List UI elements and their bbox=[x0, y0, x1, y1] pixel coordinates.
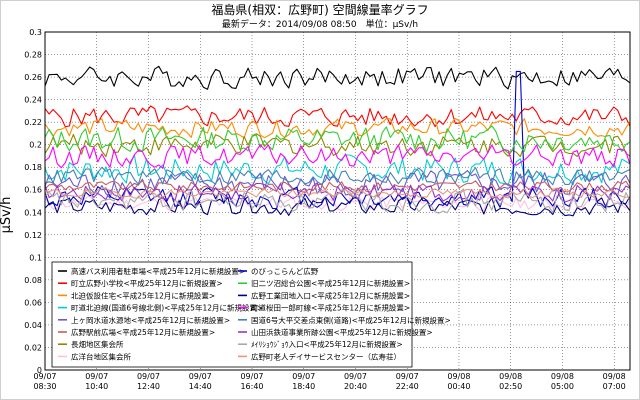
y-tick-label: 0.04 bbox=[24, 321, 42, 330]
x-tick-time: 20:40 bbox=[344, 382, 367, 391]
y-tick-label: 0.02 bbox=[24, 343, 42, 352]
legend-label: 高速バス利用者駐車場<平成25年12月に新規設置> bbox=[71, 266, 245, 276]
x-tick-time: 16:40 bbox=[240, 382, 263, 391]
x-tick-date: 09/07 bbox=[344, 372, 367, 381]
x-tick-date: 09/07 bbox=[33, 372, 56, 381]
chart-title: 福島県(相双：広野町) 空間線量率グラフ bbox=[211, 2, 428, 17]
legend-label: 旧二ツ沼総合公園<平成25年12月に新規設置> bbox=[251, 278, 410, 288]
series-line bbox=[44, 195, 631, 212]
chart-subtitle: 最新データ：2014/09/08 08:50 単位：μSv/h bbox=[222, 18, 418, 30]
x-tick-time: 14:40 bbox=[189, 382, 212, 391]
x-tick-time: 08:30 bbox=[33, 382, 56, 391]
legend-label: 町立広野小学校<平成25年12月に新規設置> bbox=[71, 278, 223, 288]
legend: 高速バス利用者駐車場<平成25年12月に新規設置> 町立広野小学校<平成25年12… bbox=[51, 261, 451, 368]
y-tick-label: 0.2 bbox=[29, 141, 42, 150]
x-tick-time: 12:40 bbox=[137, 382, 160, 391]
x-tick-time: 00:40 bbox=[447, 382, 470, 391]
x-tick-date: 09/08 bbox=[447, 372, 470, 381]
y-tick-labels: 0 0.02 0.04 0.06 0.08 0.1 0.12 0.14 0.16 0.18 0.2 0… bbox=[24, 28, 42, 375]
series-line bbox=[44, 65, 631, 90]
series-line bbox=[44, 195, 631, 217]
x-tick-date: 09/07 bbox=[240, 372, 263, 381]
x-tick-labels: 09/0708:3009/0710:4009/0712:4009/0714:40… bbox=[33, 372, 625, 391]
x-tick-date: 09/08 bbox=[551, 372, 574, 381]
legend-label: 上ヶ岡水道水源地<平成25年12月に新規設置> bbox=[71, 315, 230, 325]
series-line bbox=[44, 170, 631, 199]
series-line bbox=[44, 188, 631, 214]
y-tick-label: 0.28 bbox=[24, 51, 42, 60]
series-line bbox=[44, 166, 631, 188]
x-tick-time: 10:40 bbox=[85, 382, 108, 391]
x-tick-date: 09/07 bbox=[292, 372, 315, 381]
legend-label: 北迫仮設住宅<平成25年12月に新規設置> bbox=[71, 290, 215, 300]
legend-label: のびっこらんど広野 bbox=[251, 266, 319, 276]
series-line bbox=[44, 105, 631, 128]
series-line bbox=[44, 144, 631, 169]
plot-area-border bbox=[44, 31, 631, 371]
x-tick-time: 18:40 bbox=[292, 382, 315, 391]
y-tick-label: 0.16 bbox=[24, 186, 42, 195]
y-tick-label: 0.12 bbox=[24, 231, 42, 240]
legend-label: 国道6号大平交差点東側(道路)<平成25年12月に新規設置> bbox=[251, 315, 451, 325]
legend-label: 町道北迫線(国道6号線北側)<平成25年12月に新規設置> bbox=[71, 303, 263, 313]
x-tick-time: 07:00 bbox=[603, 382, 626, 391]
y-axis-label: μSv/h bbox=[0, 197, 14, 234]
series-line bbox=[44, 117, 631, 139]
legend-label: 広野工業団地入口<平成25年12月に新規設置> bbox=[251, 290, 410, 300]
series-line bbox=[44, 182, 631, 203]
y-tick-label: 0.22 bbox=[24, 118, 42, 127]
y-tick-label: 0.26 bbox=[24, 73, 42, 82]
legend-label: 広洋台地区集会所 bbox=[71, 351, 131, 361]
y-tick-label: 0 bbox=[37, 366, 42, 375]
legend-box bbox=[51, 261, 413, 368]
y-tick-label: 0.08 bbox=[24, 276, 42, 285]
legend-label: 山田浜鉄道事業所跡公園<平成25年12月に新規設置> bbox=[251, 327, 433, 337]
y-tick-label: 0.06 bbox=[24, 298, 42, 307]
x-tick-time: 22:40 bbox=[396, 382, 419, 391]
y-tick-label: 0.18 bbox=[24, 163, 42, 172]
series-line bbox=[44, 70, 631, 210]
y-tick-label: 0.14 bbox=[24, 208, 42, 217]
x-tick-date: 09/07 bbox=[137, 372, 160, 381]
y-tick-label: 0.24 bbox=[24, 96, 42, 105]
x-tick-time: 05:00 bbox=[551, 382, 574, 391]
legend-label: ﾒｲﾘｼｮｳｼﾞｮｳ入口<平成25年12月に新規設置> bbox=[251, 339, 403, 349]
legend-label: 広野駅前広場<平成25年12月に新規設置> bbox=[71, 327, 215, 337]
legend-label: 広野町老人デイサービスセンター（広寿荘） bbox=[251, 351, 401, 361]
x-tick-date: 09/07 bbox=[85, 372, 108, 381]
y-tick-label: 0.3 bbox=[29, 28, 42, 37]
legend-label: 町道桜田一郎町線<平成25年12月に新規設置> bbox=[251, 303, 410, 313]
series-lines bbox=[44, 65, 631, 217]
y-tick-label: 0.1 bbox=[29, 253, 42, 262]
x-tick-time: 02:50 bbox=[499, 382, 522, 391]
x-tick-date: 09/08 bbox=[603, 372, 626, 381]
x-tick-date: 09/08 bbox=[499, 372, 522, 381]
x-tick-date: 09/07 bbox=[396, 372, 419, 381]
x-tick-date: 09/07 bbox=[189, 372, 212, 381]
series-line bbox=[44, 187, 631, 199]
legend-label: 長畑地区集会所 bbox=[71, 339, 124, 349]
